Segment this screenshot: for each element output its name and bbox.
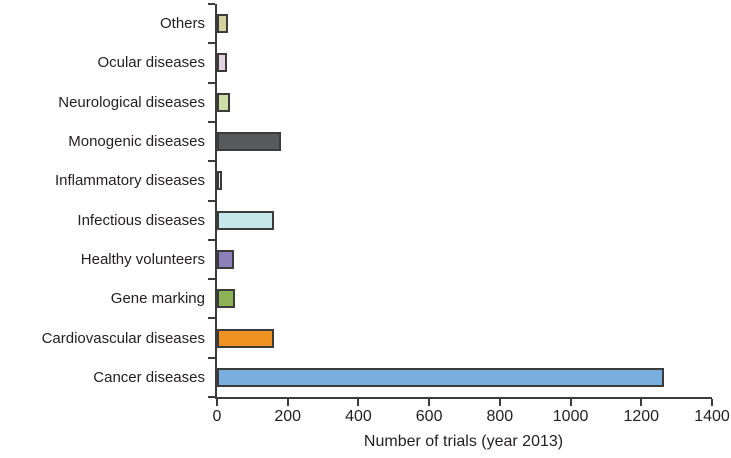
- y-axis-tick: [208, 42, 215, 45]
- category-label: Inflammatory diseases: [54, 172, 205, 190]
- x-axis-tick: [357, 399, 360, 406]
- y-axis-tick: [208, 81, 215, 84]
- x-axis-tick: [428, 399, 431, 406]
- x-axis-tick-label: 200: [274, 408, 302, 425]
- x-axis-tick: [640, 399, 643, 406]
- category-label: Neurological diseases: [58, 93, 205, 111]
- y-axis-tick: [208, 199, 215, 202]
- x-axis-tick: [569, 399, 572, 406]
- bar: [217, 53, 227, 73]
- category-label: Healthy volunteers: [80, 250, 205, 268]
- bar: [217, 367, 664, 387]
- y-axis-tick: [208, 317, 215, 320]
- x-axis-title: Number of trials (year 2013): [363, 433, 564, 450]
- x-axis-tick-label: 600: [415, 408, 443, 425]
- x-axis-tick: [498, 399, 501, 406]
- x-axis-tick-label: 1200: [623, 408, 660, 425]
- category-label: Cancer diseases: [93, 368, 205, 386]
- bar: [217, 14, 228, 34]
- x-axis-tick-label: 800: [486, 408, 514, 425]
- y-axis-tick: [208, 120, 215, 123]
- category-label: Others: [159, 15, 205, 33]
- plot-area: [208, 3, 713, 406]
- bar: [217, 92, 230, 112]
- x-axis-tick-label: 400: [345, 408, 372, 425]
- y-axis-tick: [208, 238, 215, 241]
- category-label: Infectious diseases: [77, 211, 205, 229]
- bar: [217, 328, 274, 348]
- bar: [217, 171, 222, 191]
- category-label: Monogenic diseases: [68, 133, 205, 151]
- bar: [217, 289, 235, 309]
- y-axis-tick: [208, 278, 215, 281]
- bar: [217, 249, 234, 269]
- category-label: Cardiovascular diseases: [41, 329, 205, 347]
- x-axis-tick: [711, 399, 713, 406]
- x-axis-tick-label: 0: [212, 408, 222, 425]
- y-axis-tick: [208, 3, 215, 5]
- y-axis-tick: [208, 356, 215, 359]
- bar: [217, 132, 281, 152]
- bar: [217, 210, 274, 230]
- x-axis-tick: [286, 399, 289, 406]
- x-axis-tick: [216, 399, 218, 406]
- category-label: Ocular diseases: [97, 54, 205, 72]
- x-axis-tick-label: 1000: [552, 408, 589, 425]
- y-axis-tick: [208, 396, 215, 398]
- y-axis-tick: [208, 160, 215, 163]
- x-axis-tick-label: 1400: [694, 408, 730, 425]
- category-label: Gene marking: [110, 290, 205, 308]
